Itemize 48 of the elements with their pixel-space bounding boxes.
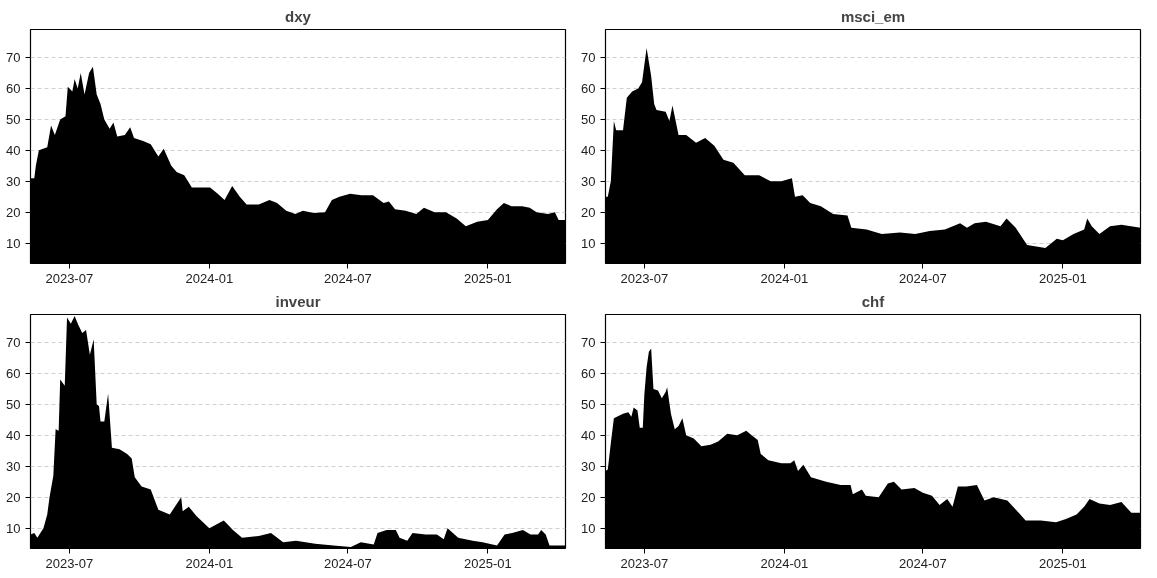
y-tick-label: 70 [581, 49, 596, 65]
x-tick-label: 2023-07 [620, 555, 669, 571]
y-tick-label: 60 [581, 80, 596, 96]
y-tick-label: 70 [6, 334, 21, 350]
y-tick-label: 10 [6, 235, 21, 251]
y-tick-label: 60 [6, 80, 21, 96]
x-tick-label: 2025-01 [1039, 555, 1087, 571]
y-tick-label: 20 [6, 204, 21, 220]
y-tick-label: 50 [581, 111, 596, 127]
y-tick-label: 60 [6, 365, 21, 381]
y-tick-label: 40 [581, 142, 596, 158]
x-tick-label: 2024-07 [323, 555, 372, 571]
y-tick-label: 70 [6, 49, 21, 65]
y-tick-label: 20 [581, 204, 596, 220]
chart-title: chf [861, 292, 886, 310]
y-tick-label: 50 [581, 396, 596, 412]
y-tick-label: 50 [6, 396, 21, 412]
y-tick-label: 60 [581, 365, 596, 381]
chart-title: dxy [285, 7, 312, 25]
x-tick-label: 2024-07 [323, 270, 372, 286]
y-tick-label: 40 [581, 427, 596, 443]
x-tick-label: 2025-01 [464, 270, 512, 286]
y-tick-label: 20 [581, 489, 596, 505]
x-tick-label: 2023-07 [45, 270, 94, 286]
y-tick-label: 20 [6, 489, 21, 505]
y-tick-label: 30 [6, 173, 21, 189]
x-tick-label: 2024-01 [760, 270, 809, 286]
x-tick-label: 2024-01 [760, 555, 809, 571]
y-tick-label: 10 [6, 520, 21, 536]
y-tick-label: 40 [6, 142, 21, 158]
y-tick-label: 70 [581, 334, 596, 350]
chart-title: msci_em [840, 7, 906, 25]
x-tick-label: 2023-07 [620, 270, 669, 286]
y-tick-label: 10 [581, 235, 596, 251]
x-tick-label: 2024-07 [898, 555, 947, 571]
x-tick-label: 2023-07 [45, 555, 94, 571]
x-tick-label: 2024-01 [185, 555, 234, 571]
y-tick-label: 10 [581, 520, 596, 536]
y-tick-label: 50 [6, 111, 21, 127]
x-tick-label: 2025-01 [464, 555, 512, 571]
x-tick-label: 2024-07 [898, 270, 947, 286]
y-tick-label: 40 [6, 427, 21, 443]
x-tick-label: 2025-01 [1039, 270, 1087, 286]
x-tick-label: 2024-01 [185, 270, 234, 286]
chart-title: inveur [275, 292, 321, 310]
y-tick-label: 30 [581, 458, 596, 474]
y-tick-label: 30 [581, 173, 596, 189]
y-tick-label: 30 [6, 458, 21, 474]
